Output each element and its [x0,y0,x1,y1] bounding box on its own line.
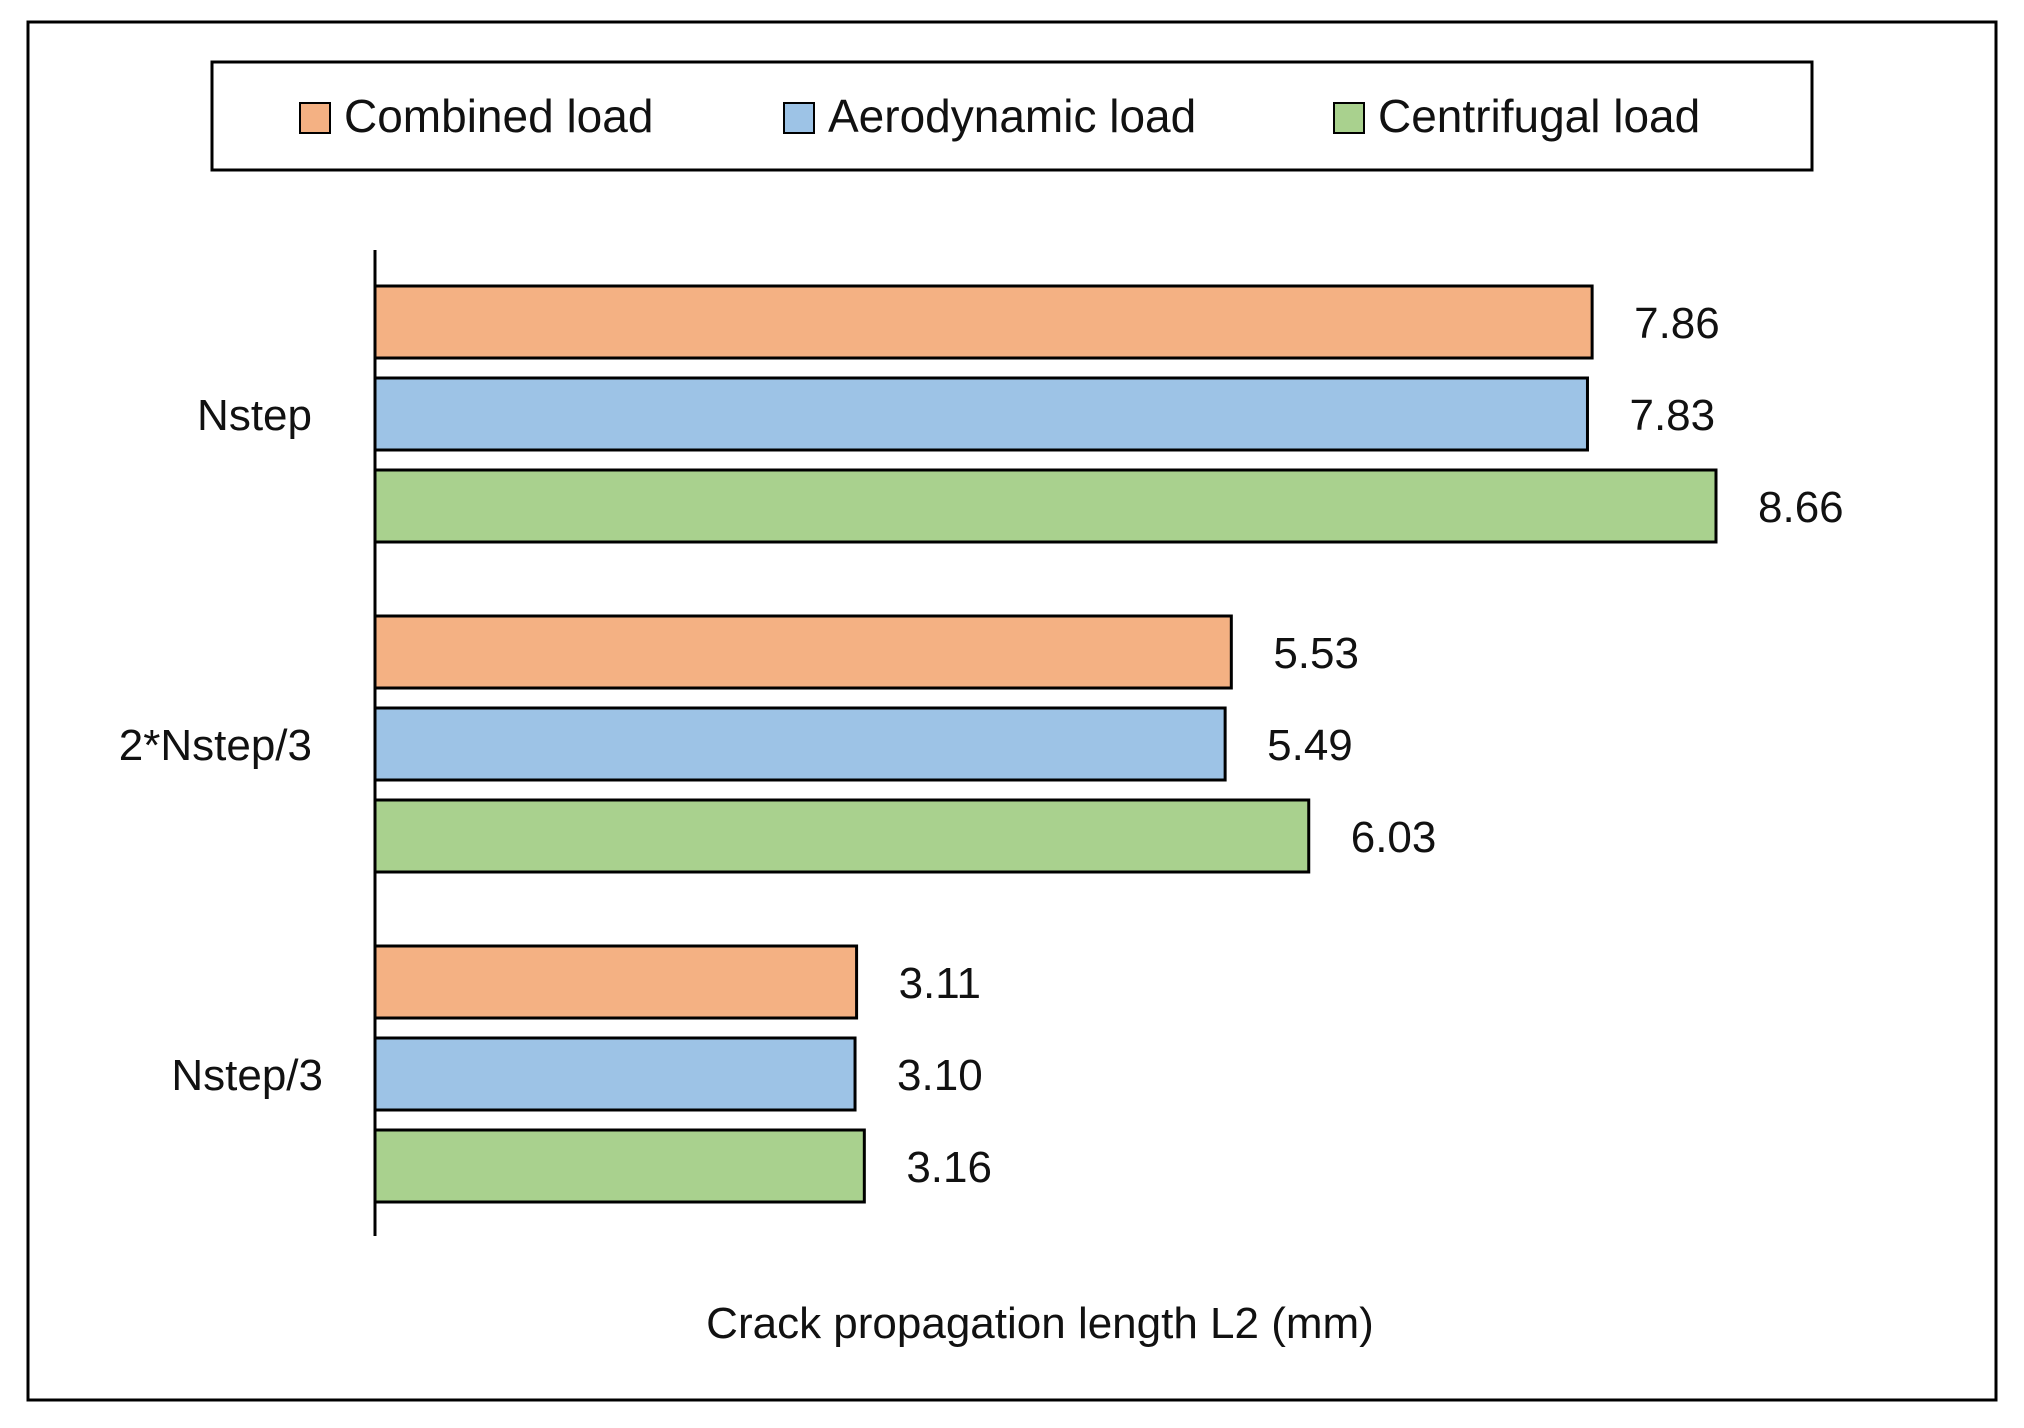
category-label: Nstep [197,391,312,440]
bar-value-label: 5.49 [1267,721,1353,770]
legend: Combined load Aerodynamic load Centrifugal… [210,60,1814,172]
bars [373,284,1718,1204]
category-label: 2*Nstep/3 [119,721,312,770]
legend-swatch [1333,102,1365,134]
bar-value-labels: 7.86 7.83 8.66 5.53 5.49 6.03 3.11 3.10 3.16 [897,299,1844,1192]
bar-value-label: 7.83 [1629,391,1715,440]
bar-value-label: 3.11 [899,959,981,1008]
bar-value-label: 3.10 [897,1051,983,1100]
bar [373,1128,866,1204]
bar-value-label: 8.66 [1758,483,1844,532]
legend-swatch [783,102,815,134]
bar-value-label: 7.86 [1634,299,1720,348]
bar [373,614,1233,690]
legend-box [210,60,1814,172]
bar-value-label: 5.53 [1273,629,1359,678]
category-label: Nstep/3 [171,1051,323,1100]
x-axis-title: Crack propagation length L2 (mm) [706,1299,1374,1348]
legend-label: Combined load [344,90,653,142]
category-labels: Nstep 2*Nstep/3 Nstep/3 [119,391,323,1100]
legend-label: Aerodynamic load [828,90,1196,142]
legend-label: Centrifugal load [1378,90,1700,142]
bar [373,284,1594,360]
bar [373,798,1311,874]
bar-value-label: 3.16 [906,1143,992,1192]
bar [373,1036,857,1112]
bar-value-label: 6.03 [1351,813,1437,862]
legend-swatch [299,102,331,134]
bar [373,468,1718,544]
bar [373,376,1589,452]
bar [373,706,1227,782]
bar [373,944,859,1020]
